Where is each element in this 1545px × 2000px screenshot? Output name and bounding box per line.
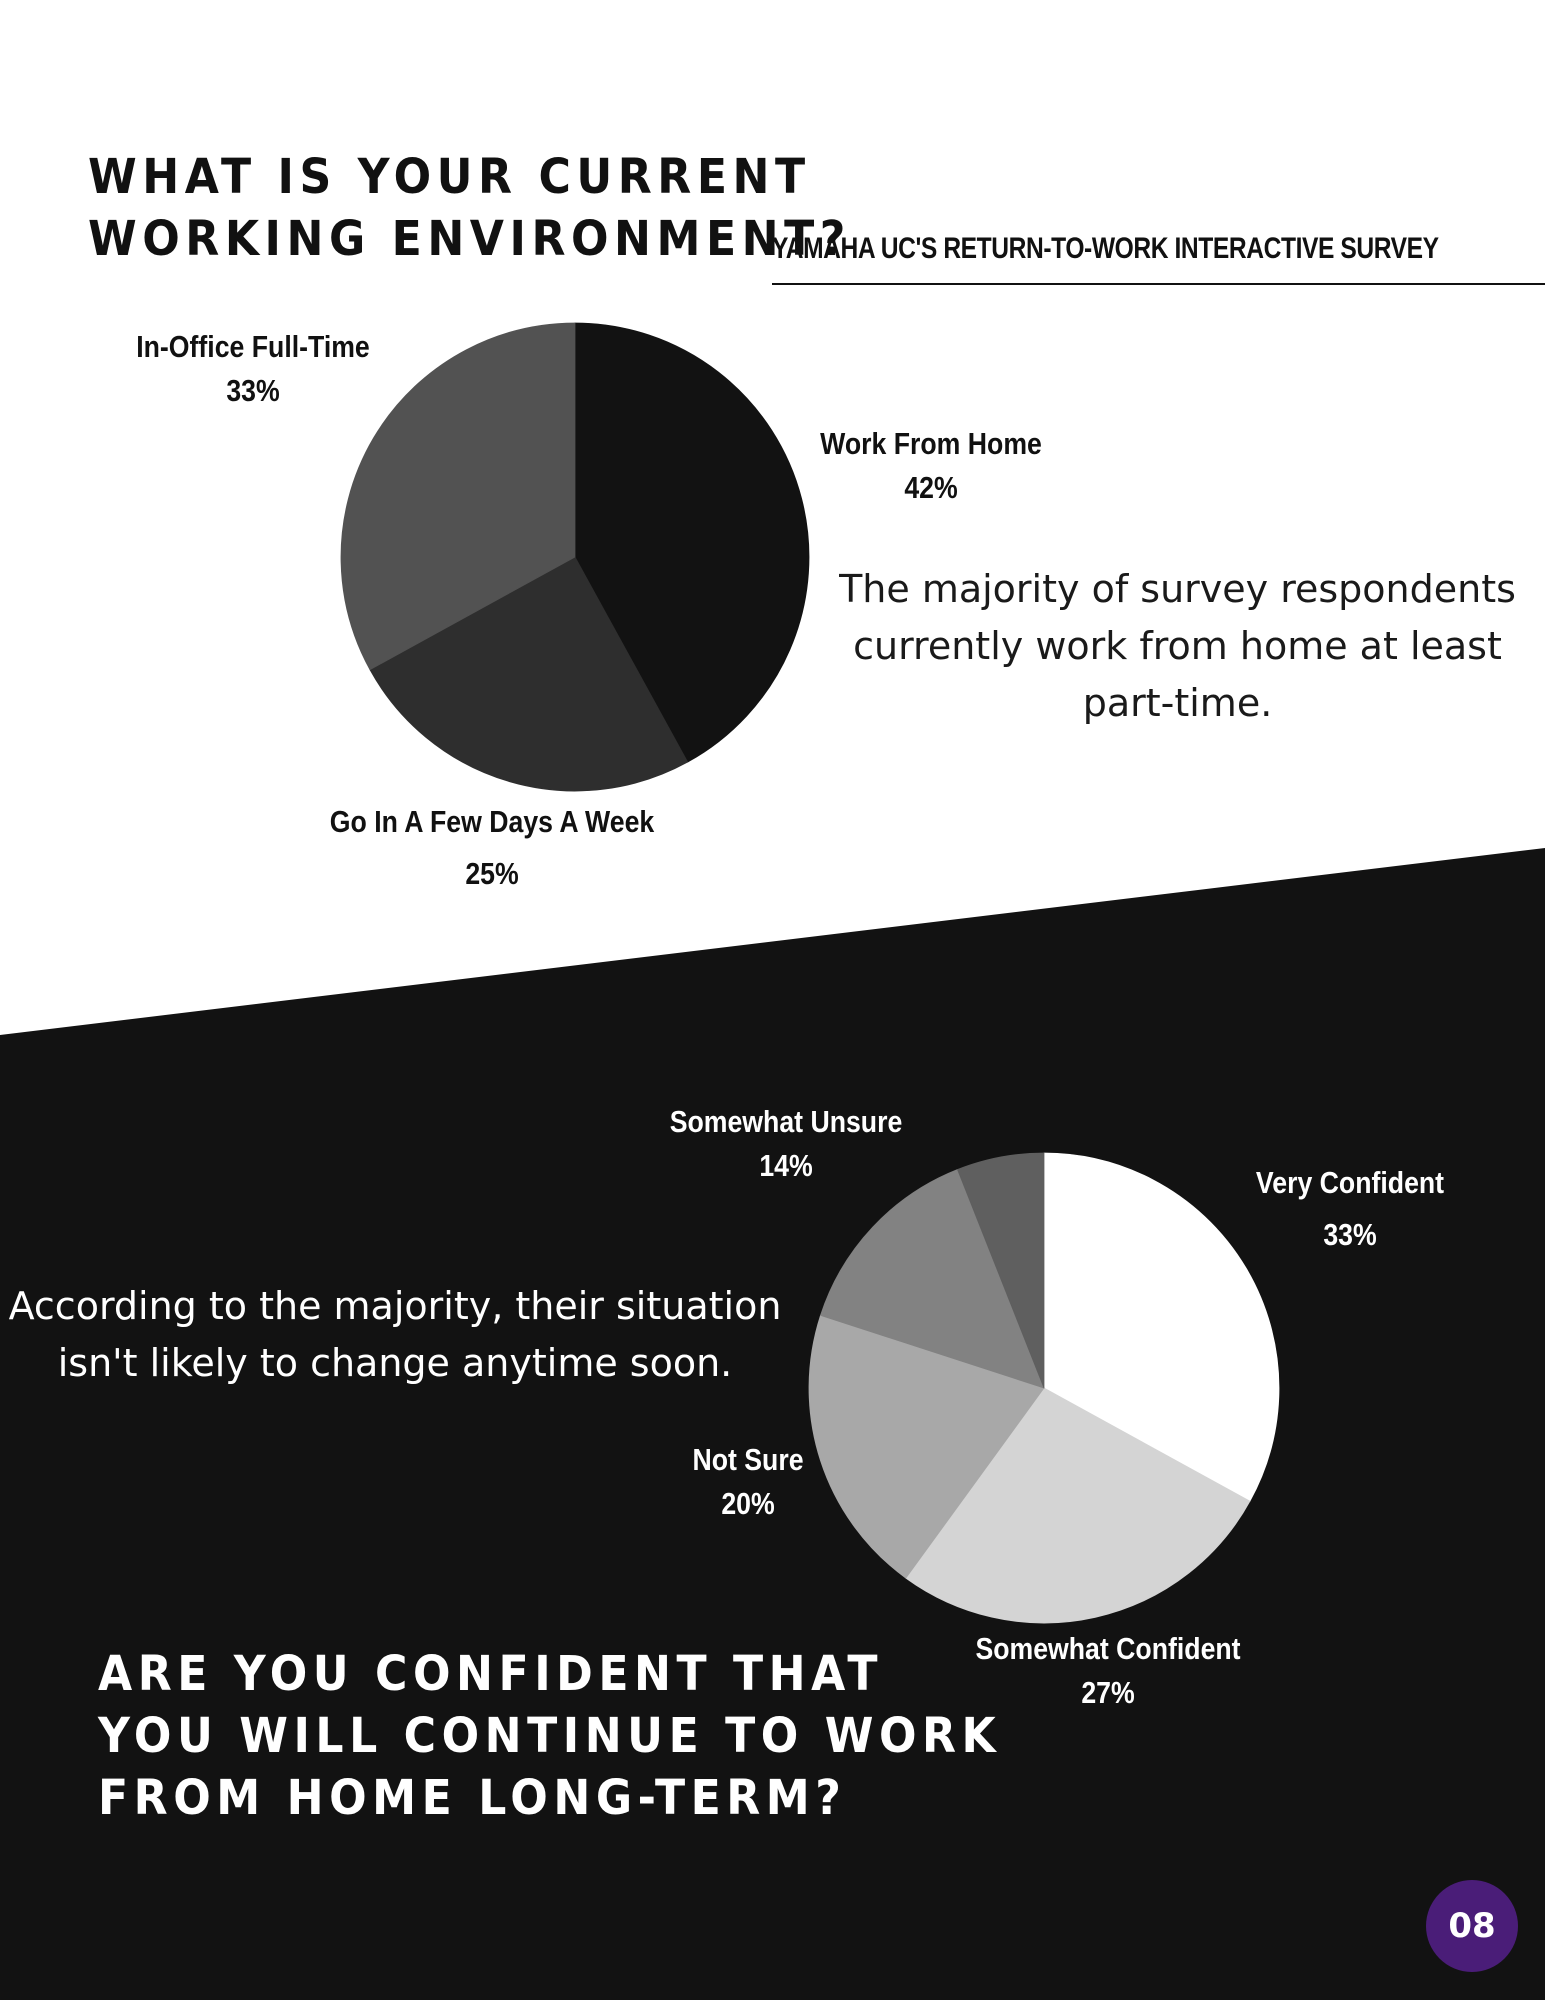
pie2-slice-0 [1043,1152,1280,1502]
pie2-slice-2 [808,1314,1045,1579]
survey-name: YAMAHA UC'S RETURN-TO-WORK INTERACTIVE S… [772,232,1439,265]
pie2-slice-3 [819,1168,1045,1389]
pie2-slice-4 [956,1152,1045,1389]
pie1-label-work-from-home: Work From Home 42% [820,422,1042,510]
dark-section [0,848,1545,2000]
pie2-label-not-sure: Not Sure 20% [692,1438,803,1526]
pie2-label-not-sure-value: 20% [721,1486,775,1521]
pie1-label-in-office-value: 33% [226,373,280,408]
pie2-slice-1 [905,1387,1251,1624]
question-1-note: The majority of survey respondents curre… [839,567,1516,725]
question-2-title: ARE YOU CONFIDENT THAT YOU WILL CONTINUE… [98,1646,1002,1826]
pie1-label-work-from-home-value: 42% [904,470,958,505]
pie1-label-few-days-name: Go In A Few Days A Week [329,804,655,839]
pie2-label-somewhat-unsure: Somewhat Unsure 14% [670,1100,903,1188]
page-number-badge: 08 [1426,1880,1518,1972]
pie1-slice-1 [369,556,689,792]
subtitle-underline [772,283,1545,285]
question-1-title: WHAT IS YOUR CURRENT WORKING ENVIRONMENT… [88,149,851,267]
pie2-label-very-confident-value: 33% [1323,1217,1377,1252]
pie2-label-somewhat-confident: Somewhat Confident 27% [975,1627,1240,1715]
pie1-slice-0 [574,322,810,763]
pie2-label-somewhat-confident-name: Somewhat Confident [975,1631,1241,1666]
pie2-label-somewhat-unsure-value: 14% [759,1148,813,1183]
pie1-label-few-days-value: 25% [465,856,519,891]
pie2-label-not-sure-name: Not Sure [692,1442,804,1477]
pie2-label-somewhat-confident-value: 27% [1081,1675,1135,1710]
pie2-label-very-confident: Very Confident 33% [1256,1157,1444,1261]
pie-chart-confidence [808,1152,1280,1624]
pie2-label-very-confident-name: Very Confident [1255,1165,1445,1200]
pie1-label-in-office-name: In-Office Full-Time [136,329,370,364]
pie1-slice-2 [340,322,576,671]
pie-chart-working-environment [340,322,810,792]
question-2-note: According to the majority, their situati… [8,1284,782,1385]
pie1-label-in-office: In-Office Full-Time 33% [136,325,370,413]
pie1-label-work-from-home-name: Work From Home [820,426,1042,461]
pie2-label-somewhat-unsure-name: Somewhat Unsure [669,1104,903,1139]
pie1-label-few-days: Go In A Few Days A Week 25% [330,796,654,900]
